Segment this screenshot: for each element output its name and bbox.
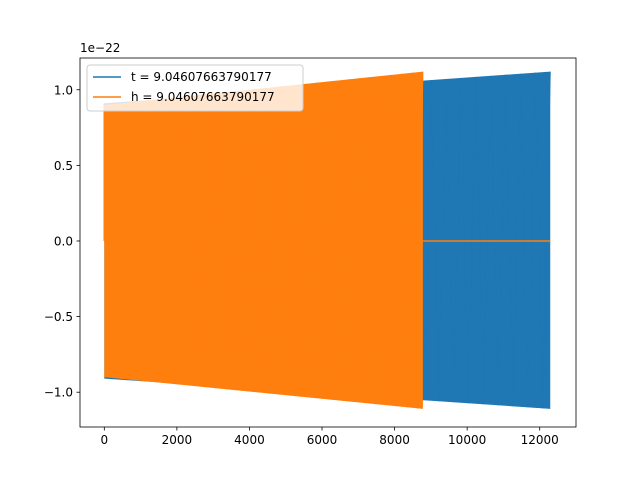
legend: t = 9.04607663790177 h = 9.0460766379017… [86, 64, 304, 112]
y-tick-label: −1.0 [44, 386, 73, 400]
x-tick-label: 8000 [379, 433, 410, 447]
y-offset-text: 1e−22 [80, 41, 120, 55]
x-tick-label: 12000 [521, 433, 559, 447]
plot-area [103, 71, 551, 409]
legend-box [86, 64, 304, 112]
x-tick-label: 6000 [307, 433, 338, 447]
legend-label-h: h = 9.04607663790177 [131, 90, 275, 104]
y-tick-label: 1.0 [54, 83, 73, 97]
x-tick-label: 4000 [234, 433, 265, 447]
x-tick-label: 10000 [448, 433, 486, 447]
axes: 0 2000 4000 6000 8000 10000 12000 −1.0 −0.5 0.0 0.… [44, 57, 577, 447]
y-tick-label: −0.5 [44, 310, 73, 324]
y-tick-label: 0.0 [54, 234, 73, 248]
legend-label-t: t = 9.04607663790177 [131, 70, 272, 84]
series-band [104, 71, 423, 409]
x-tick-label: 2000 [162, 433, 193, 447]
axes-frame [79, 57, 577, 428]
y-tick-label: 0.5 [54, 159, 73, 173]
x-tick-label: 0 [100, 433, 108, 447]
